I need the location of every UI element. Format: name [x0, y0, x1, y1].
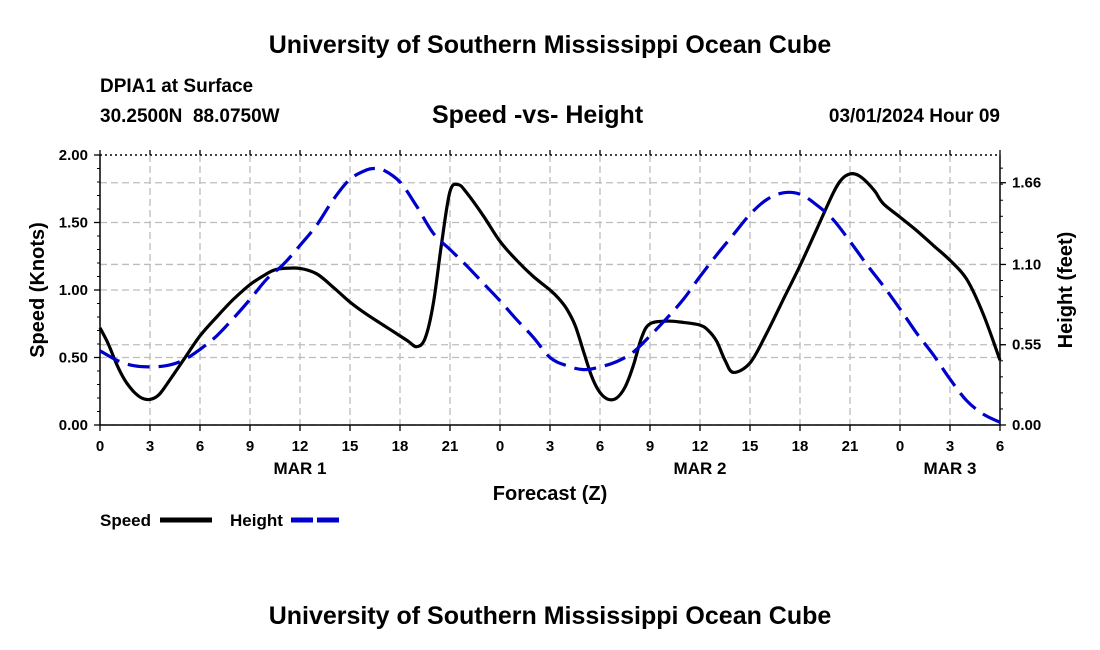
y-tick-label: 0.50	[59, 350, 88, 367]
x-tick-label: 21	[842, 438, 859, 455]
x-tick-label: 18	[792, 438, 809, 455]
x-tick-label: 18	[392, 438, 409, 455]
legend-label-speed: Speed	[100, 511, 151, 530]
y-tick-label: 1.50	[59, 215, 88, 232]
x-tick-label: 9	[646, 438, 654, 455]
forecast-datetime: 03/01/2024 Hour 09	[828, 106, 1000, 127]
y2-tick-label: 0.00	[1012, 417, 1041, 434]
footer-title: University of Southern Mississippi Ocean…	[268, 602, 832, 630]
x-tick-label: 15	[742, 438, 759, 455]
x-tick-label: 6	[996, 438, 1004, 455]
date-label: MAR 1	[274, 459, 327, 478]
y-tick-label: 0.00	[59, 417, 88, 434]
height-series-line	[99, 166, 1001, 424]
date-label: MAR 2	[674, 459, 727, 478]
y2-tick-label: 1.66	[1012, 175, 1041, 192]
y-tick-label: 1.00	[59, 282, 88, 299]
legend-label-height: Height	[230, 511, 283, 530]
x-tick-label: 0	[896, 438, 904, 455]
y-tick-label: 2.00	[59, 147, 88, 164]
page-title: University of Southern Mississippi Ocean…	[268, 31, 832, 59]
x-tick-label: 6	[596, 438, 604, 455]
y2-tick-label: 1.10	[1012, 256, 1041, 273]
x-tick-label: 3	[946, 438, 954, 455]
y2-axis-label: Height (feet)	[1055, 232, 1077, 349]
x-tick-label: 9	[246, 438, 254, 455]
x-tick-label: 6	[196, 438, 204, 455]
x-tick-label: 12	[692, 438, 709, 455]
x-tick-label: 15	[342, 438, 359, 455]
x-tick-label: 0	[96, 438, 104, 455]
y2-tick-label: 0.55	[1012, 337, 1041, 354]
date-label: MAR 3	[924, 459, 977, 478]
x-tick-label: 12	[292, 438, 309, 455]
chart-title: Speed -vs- Height	[432, 101, 644, 129]
x-tick-label: 3	[546, 438, 554, 455]
x-axis-label: Forecast (Z)	[493, 483, 607, 505]
x-tick-label: 21	[442, 438, 459, 455]
station-label: DPIA1 at Surface	[100, 76, 254, 97]
station-coordinates: 30.2500N 88.0750W	[100, 106, 280, 127]
x-tick-label: 3	[146, 438, 154, 455]
y-axis-label: Speed (Knots)	[27, 222, 49, 358]
speed-series-line	[98, 172, 1002, 402]
x-tick-label: 0	[496, 438, 504, 455]
